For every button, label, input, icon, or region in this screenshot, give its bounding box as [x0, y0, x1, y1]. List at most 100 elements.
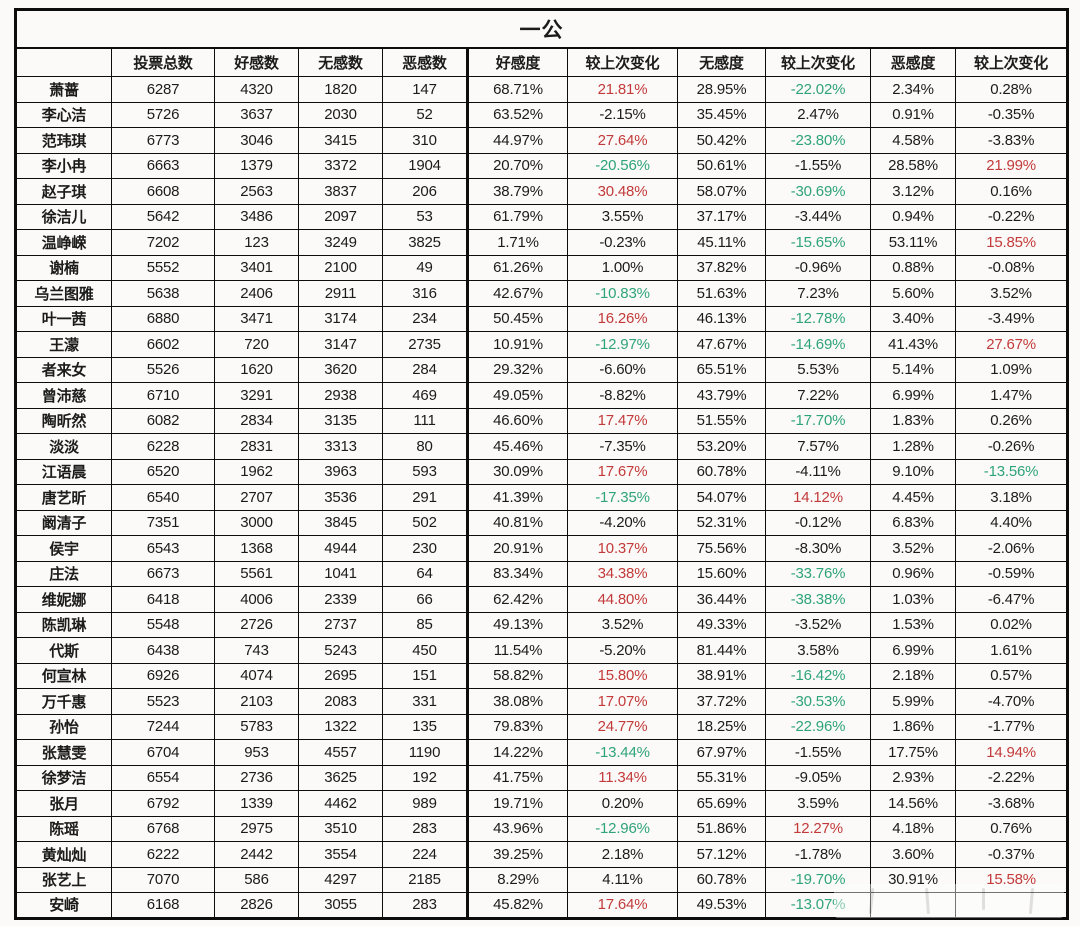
table-cell: 6554: [111, 764, 215, 791]
table-cell: 50.45%: [466, 305, 568, 332]
table-cell: 53.11%: [870, 229, 956, 256]
table-cell: 37.72%: [677, 688, 766, 715]
table-cell: -15.65%: [765, 229, 871, 256]
table-cell: 0.20%: [567, 790, 678, 817]
table-cell: -3.49%: [954, 305, 1069, 332]
table-cell: 3471: [214, 305, 299, 332]
table-cell: 5.53%: [765, 356, 871, 383]
table-cell: -0.26%: [954, 433, 1069, 460]
table-cell: -3.83%: [954, 127, 1069, 154]
table-cell: -20.56%: [567, 152, 678, 179]
table-cell: 20.70%: [466, 152, 568, 179]
table-cell: 6663: [111, 152, 215, 179]
table-cell: 743: [214, 637, 299, 664]
table-row: 谢楠 5552 3401 2100 49 61.26% 1.00% 37.82% -0.96% 0…: [15, 254, 1069, 281]
table-cell: -12.97%: [567, 331, 678, 358]
table-cell: 49.53%: [677, 892, 766, 919]
row-name: 张月: [15, 790, 112, 817]
table-cell: -0.12%: [765, 509, 871, 536]
table-cell: 5243: [298, 637, 383, 664]
table-cell: 3486: [214, 203, 299, 230]
table-cell: -3.68%: [954, 790, 1069, 817]
row-name: 李小冉: [15, 152, 112, 179]
table-cell: 2.47%: [765, 101, 871, 128]
table-cell: 30.48%: [567, 178, 678, 205]
table-row: 张艺上 7070 586 4297 2185 8.29% 4.11% 60.78% -19.70…: [15, 866, 1069, 893]
table-cell: 3620: [298, 356, 383, 383]
row-name: 赵子琪: [15, 178, 112, 205]
row-name: 叶一茜: [15, 305, 112, 332]
table-cell: 6773: [111, 127, 215, 154]
table-cell: 2442: [214, 841, 299, 868]
table-cell: 3.40%: [870, 305, 956, 332]
table-cell: 2563: [214, 178, 299, 205]
table-cell: 37.17%: [677, 203, 766, 230]
table-cell: 21.99%: [954, 152, 1069, 179]
table-cell: 11.34%: [567, 764, 678, 791]
table-cell: 50.42%: [677, 127, 766, 154]
row-name: 徐梦洁: [15, 764, 112, 791]
table-cell: 3.52%: [567, 611, 678, 638]
table-cell: 15.60%: [677, 560, 766, 587]
column-header: 好感数: [214, 47, 299, 77]
table-cell: 3.18%: [954, 484, 1069, 511]
column-header: 较上次变化: [765, 47, 871, 77]
table-cell: 27.67%: [954, 331, 1069, 358]
table-cell: 3825: [382, 229, 468, 256]
table-cell: 0.76%: [954, 815, 1069, 842]
table-cell: 29.32%: [466, 356, 568, 383]
row-name: 陈瑶: [15, 815, 112, 842]
table-cell: -30.53%: [765, 688, 871, 715]
table-cell: -22.96%: [765, 713, 871, 740]
table-cell: 49.05%: [466, 382, 568, 409]
table-row: 庄法 6673 5561 1041 64 83.34% 34.38% 15.60% -33.76…: [15, 560, 1069, 587]
row-name: 淡淡: [15, 433, 112, 460]
table-cell: 38.91%: [677, 662, 766, 689]
table-cell: 1820: [298, 76, 383, 103]
table-row: 乌兰图雅 5638 2406 2911 316 42.67% -10.83% 51.63% 7.…: [15, 280, 1069, 307]
table-cell: 44.97%: [466, 127, 568, 154]
row-name: 黄灿灿: [15, 841, 112, 868]
table-cell: 2097: [298, 203, 383, 230]
table-cell: 14.56%: [870, 790, 956, 817]
table-cell: 310: [382, 127, 468, 154]
row-name: 张慧雯: [15, 739, 112, 766]
row-name: 萧蔷: [15, 76, 112, 103]
table-cell: 3135: [298, 407, 383, 434]
table-cell: 283: [382, 892, 468, 919]
table-cell: 41.43%: [870, 331, 956, 358]
row-name: 孙怡: [15, 713, 112, 740]
table-cell: 10.37%: [567, 535, 678, 562]
table-cell: -8.82%: [567, 382, 678, 409]
row-name: 曾沛慈: [15, 382, 112, 409]
row-name: 陶昕然: [15, 407, 112, 434]
table-cell: -19.70%: [765, 866, 871, 893]
table-cell: 4.40%: [954, 509, 1069, 536]
table-cell: 1.61%: [954, 637, 1069, 664]
table-cell: 720: [214, 331, 299, 358]
table-cell: 2030: [298, 101, 383, 128]
table-cell: 0.28%: [954, 76, 1069, 103]
table-cell: 43.96%: [466, 815, 568, 842]
table-cell: 30.91%: [870, 866, 956, 893]
table-cell: 64: [382, 560, 468, 587]
table-cell: 16.26%: [567, 305, 678, 332]
table-cell: 6438: [111, 637, 215, 664]
table-cell: 44.80%: [567, 586, 678, 613]
table-cell: 2911: [298, 280, 383, 307]
table-cell: -1.55%: [765, 152, 871, 179]
table-row: 阚清子 7351 3000 3845 502 40.81% -4.20% 52.31% -0.1…: [15, 509, 1069, 536]
table-cell: -13.07%: [765, 892, 871, 919]
table-cell: 1322: [298, 713, 383, 740]
table-cell: 291: [382, 484, 468, 511]
column-header: 无感度: [677, 47, 766, 77]
table-cell: 2339: [298, 586, 383, 613]
table-cell: 79.83%: [466, 713, 568, 740]
row-name: 万千惠: [15, 688, 112, 715]
table-cell: 2.18%: [567, 841, 678, 868]
table-cell: 2406: [214, 280, 299, 307]
table-row: 徐梦洁 6554 2736 3625 192 41.75% 11.34% 55.31% -9.0…: [15, 764, 1069, 791]
column-header: 较上次变化: [954, 47, 1069, 77]
table-cell: 7.57%: [765, 433, 871, 460]
table-cell: 4074: [214, 662, 299, 689]
